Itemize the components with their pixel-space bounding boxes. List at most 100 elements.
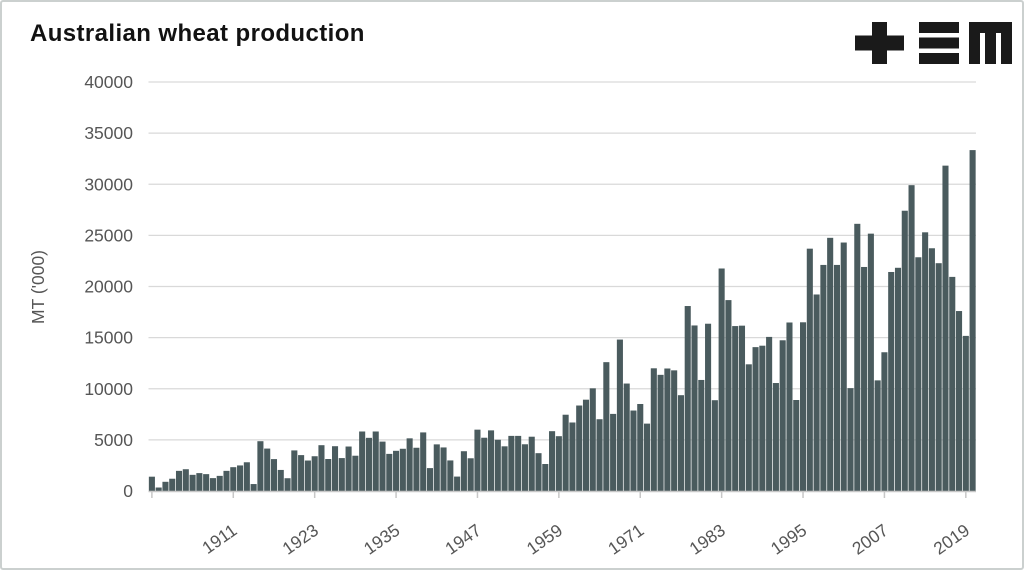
bar-1974 bbox=[657, 374, 664, 491]
bar-1977 bbox=[677, 395, 684, 491]
bar-1981 bbox=[705, 323, 712, 491]
y-tick-labels: 0 5000 10000 15000 20000 25000 30000 35000 40000 bbox=[84, 72, 133, 501]
bar-1900 bbox=[155, 487, 162, 491]
y-tick-label-35000: 35000 bbox=[84, 123, 133, 143]
bar-2010 bbox=[901, 210, 908, 492]
bar-1935 bbox=[393, 450, 400, 491]
bar-1976 bbox=[671, 370, 678, 491]
bar-1944 bbox=[454, 476, 461, 491]
bar-1998 bbox=[820, 264, 827, 491]
bar-1959 bbox=[555, 436, 562, 491]
bar-2016 bbox=[942, 165, 949, 491]
x-tick-label-1947: 1947 bbox=[441, 520, 484, 559]
bar-1961 bbox=[569, 422, 576, 491]
bar-1912 bbox=[237, 465, 244, 491]
bar-1986 bbox=[738, 325, 746, 491]
bar-2008 bbox=[888, 271, 895, 491]
bar-2009 bbox=[894, 267, 902, 491]
bar-1954 bbox=[521, 444, 528, 491]
bar-1905 bbox=[189, 474, 196, 491]
bar-1992 bbox=[779, 340, 786, 491]
axes bbox=[148, 490, 976, 498]
bar-1901 bbox=[162, 481, 169, 491]
bar-1917 bbox=[270, 459, 278, 491]
bar-1973 bbox=[650, 368, 657, 491]
bar-1964 bbox=[589, 388, 596, 491]
bar-1933 bbox=[379, 441, 386, 491]
bar-1982 bbox=[711, 400, 718, 491]
bar-1919 bbox=[284, 478, 291, 491]
bar-1922 bbox=[304, 460, 311, 491]
bar-1902 bbox=[169, 478, 176, 491]
x-tick-label-1995: 1995 bbox=[767, 520, 810, 559]
bar-1899 bbox=[148, 476, 155, 491]
bar-1996 bbox=[806, 248, 813, 491]
bar-1960 bbox=[562, 414, 569, 491]
bar-1946 bbox=[467, 458, 474, 491]
bar-1931 bbox=[365, 437, 372, 491]
bar-1997 bbox=[813, 294, 820, 491]
bar-1941 bbox=[433, 444, 440, 491]
tem-logo bbox=[855, 22, 1012, 64]
bar-1999 bbox=[827, 237, 834, 491]
bar-2013 bbox=[922, 232, 929, 491]
bar-1956 bbox=[535, 453, 542, 491]
bar-2007 bbox=[881, 352, 888, 491]
bar-1979 bbox=[691, 325, 698, 491]
bar-1953 bbox=[515, 435, 522, 491]
bar-1904 bbox=[182, 469, 189, 491]
y-tick-label-20000: 20000 bbox=[84, 277, 133, 297]
y-tick-label-30000: 30000 bbox=[84, 174, 133, 194]
gridlines bbox=[148, 81, 976, 441]
x-tick-label-1983: 1983 bbox=[686, 520, 729, 559]
bar-1991 bbox=[772, 383, 779, 491]
bar-1966 bbox=[603, 362, 610, 491]
bar-1967 bbox=[610, 413, 617, 491]
bar-1908 bbox=[209, 478, 216, 491]
bar-1903 bbox=[175, 470, 183, 491]
bar-1924 bbox=[318, 445, 325, 491]
bar-2011 bbox=[908, 185, 915, 492]
x-tick-label-2007: 2007 bbox=[848, 520, 891, 559]
bar-1994 bbox=[793, 400, 800, 491]
bar-1988 bbox=[752, 347, 759, 491]
x-tick-label-1923: 1923 bbox=[279, 520, 322, 559]
bar-1968 bbox=[616, 339, 623, 491]
bar-1910 bbox=[223, 470, 230, 491]
y-tick-label-40000: 40000 bbox=[84, 72, 133, 92]
bar-1955 bbox=[528, 436, 535, 491]
bar-2002 bbox=[847, 388, 854, 491]
bar-1932 bbox=[372, 431, 379, 491]
bar-1972 bbox=[643, 423, 651, 491]
bar-1921 bbox=[298, 455, 305, 491]
bar-1939 bbox=[420, 432, 427, 491]
bar-1926 bbox=[331, 446, 339, 491]
bar-2018 bbox=[956, 311, 963, 491]
bar-1906 bbox=[196, 473, 203, 491]
bar-2003 bbox=[854, 223, 861, 491]
bar-1928 bbox=[345, 446, 352, 491]
bar-1971 bbox=[637, 403, 644, 491]
bar-2017 bbox=[949, 276, 956, 491]
bar-2019 bbox=[962, 335, 969, 491]
bar-1957 bbox=[542, 464, 549, 491]
bar-1963 bbox=[582, 399, 590, 491]
bar-2015 bbox=[935, 263, 942, 491]
bar-1995 bbox=[800, 322, 807, 491]
bar-1929 bbox=[352, 455, 359, 491]
bar-1993 bbox=[786, 322, 793, 491]
bar-1962 bbox=[576, 405, 583, 491]
bar-1978 bbox=[684, 306, 691, 491]
bar-2020 bbox=[969, 150, 976, 491]
bar-1911 bbox=[230, 467, 237, 491]
bar-1918 bbox=[277, 469, 284, 491]
bar-2000 bbox=[833, 264, 840, 491]
bar-2004 bbox=[861, 266, 868, 491]
bar-1948 bbox=[481, 437, 488, 491]
bar-1980 bbox=[698, 379, 705, 491]
bar-1947 bbox=[474, 429, 481, 491]
x-tick-label-2019: 2019 bbox=[930, 520, 973, 559]
x-tick-labels: 1911 1923 1935 1947 1959 1971 1983 1995 2007 2019 bbox=[198, 520, 973, 559]
bar-1989 bbox=[759, 345, 766, 491]
